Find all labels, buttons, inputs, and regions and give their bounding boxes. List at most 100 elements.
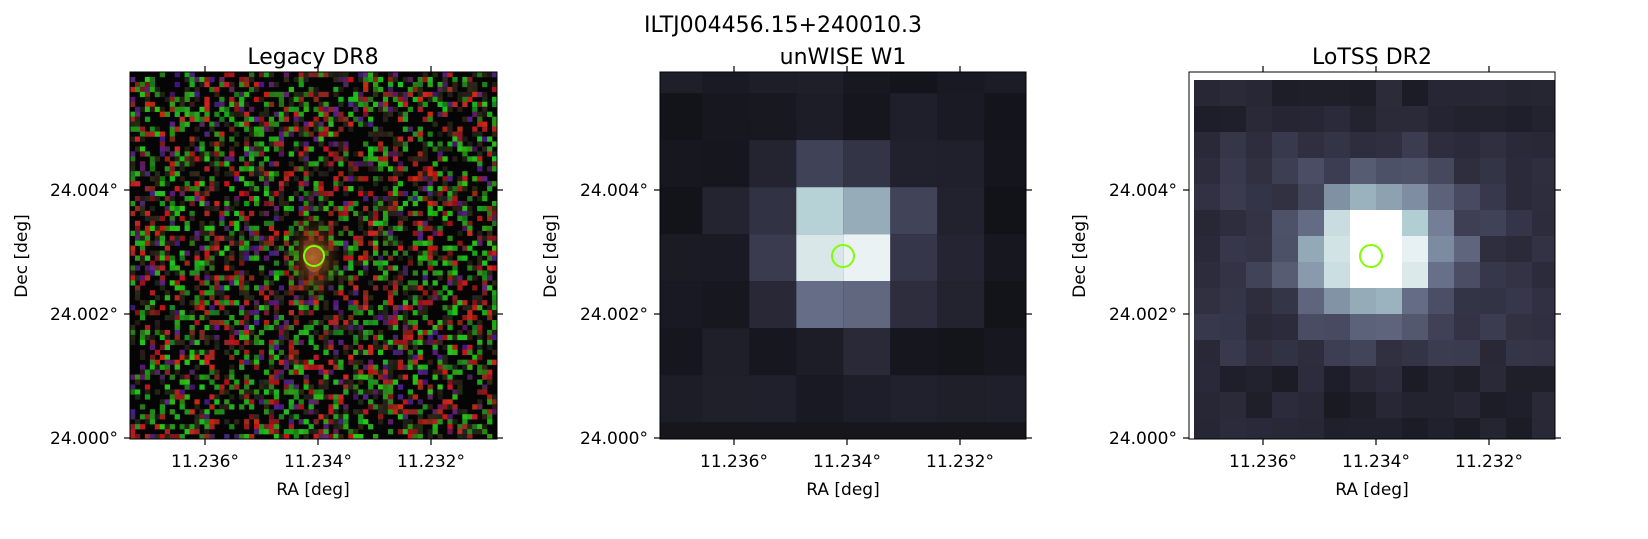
noise-pixel — [244, 270, 250, 276]
noise-pixel — [199, 81, 205, 88]
noise-pixel — [293, 315, 299, 321]
noise-pixel — [149, 195, 156, 202]
noise-pixel — [358, 101, 364, 108]
noise-pixel — [249, 156, 255, 162]
noise-pixel — [373, 394, 379, 400]
image-pixel — [1350, 314, 1376, 340]
noise-pixel — [219, 389, 225, 395]
noise-pixel — [308, 195, 314, 202]
noise-pixel — [432, 121, 438, 127]
noise-pixel — [427, 141, 433, 147]
noise-pixel — [382, 315, 389, 321]
noise-pixel — [358, 220, 364, 227]
noise-pixel — [263, 181, 270, 187]
noise-pixel — [333, 116, 339, 122]
noise-pixel — [363, 111, 369, 117]
image-pixel — [1532, 262, 1555, 288]
noise-pixel — [244, 166, 250, 172]
noise-pixel — [268, 250, 275, 256]
source-marker — [303, 245, 325, 267]
noise-pixel — [199, 156, 205, 162]
noise-pixel — [149, 359, 156, 365]
noise-pixel — [417, 334, 423, 341]
image-pixel — [1402, 288, 1428, 314]
noise-pixel — [348, 354, 354, 360]
noise-pixel — [253, 389, 260, 395]
noise-pixel — [303, 329, 309, 336]
image-pixel — [1298, 314, 1324, 340]
image-pixel — [1194, 314, 1220, 340]
noise-pixel — [477, 344, 483, 351]
noise-pixel — [353, 384, 359, 390]
noise-pixel — [224, 161, 230, 167]
noise-pixel — [130, 116, 136, 122]
noise-pixel — [452, 131, 458, 137]
noise-pixel — [417, 101, 423, 108]
noise-pixel — [244, 200, 250, 207]
noise-pixel — [363, 419, 369, 425]
ytick-label: 24.004° — [50, 181, 118, 201]
noise-pixel — [249, 151, 255, 157]
noise-pixel — [492, 86, 498, 93]
noise-pixel — [318, 126, 324, 132]
noise-pixel — [144, 151, 151, 157]
noise-pixel — [487, 215, 493, 222]
noise-pixel — [209, 260, 215, 266]
noise-pixel — [397, 374, 404, 380]
noise-pixel — [234, 91, 240, 98]
noise-pixel — [130, 121, 136, 127]
noise-pixel — [318, 141, 324, 147]
noise-pixel — [368, 280, 374, 286]
noise-pixel — [492, 280, 498, 286]
image-pixel — [1324, 262, 1350, 288]
image-pixel — [1272, 132, 1298, 158]
noise-pixel — [348, 280, 354, 286]
noise-pixel — [249, 275, 255, 281]
noise-pixel — [204, 76, 210, 83]
noise-pixel — [189, 334, 195, 341]
noise-pixel — [149, 126, 156, 132]
noise-pixel — [273, 275, 280, 281]
noise-pixel — [244, 324, 250, 331]
image-pixel — [1480, 80, 1506, 106]
noise-pixel — [214, 205, 220, 212]
image-pixel — [843, 187, 891, 235]
noise-pixel — [437, 359, 443, 365]
image-pixel — [1532, 132, 1555, 158]
noise-pixel — [457, 136, 463, 142]
noise-pixel — [387, 394, 394, 400]
noise-pixel — [427, 334, 433, 341]
noise-pixel — [219, 136, 225, 142]
image-pixel — [1324, 210, 1350, 236]
noise-pixel — [209, 205, 215, 212]
noise-pixel — [313, 116, 319, 122]
noise-pixel — [492, 235, 498, 241]
noise-pixel — [174, 171, 180, 177]
noise-pixel — [482, 429, 488, 435]
noise-pixel — [293, 76, 299, 83]
noise-pixel — [144, 384, 151, 390]
noise-pixel — [333, 414, 339, 420]
noise-pixel — [407, 285, 413, 291]
noise-pixel — [253, 250, 260, 256]
noise-pixel — [358, 399, 364, 405]
noise-pixel — [263, 186, 270, 192]
noise-pixel — [437, 195, 443, 202]
noise-pixel — [189, 424, 195, 430]
image-pixel — [1350, 184, 1376, 210]
noise-pixel — [412, 409, 418, 415]
noise-pixel — [353, 101, 359, 108]
image-pixel — [843, 375, 891, 423]
noise-pixel — [353, 409, 359, 415]
noise-pixel — [164, 245, 170, 251]
noise-pixel — [278, 146, 285, 152]
noise-pixel — [244, 240, 250, 246]
noise-pixel — [174, 225, 180, 231]
noise-pixel — [154, 106, 161, 112]
noise-pixel — [224, 339, 230, 346]
noise-pixel — [328, 404, 334, 410]
noise-pixel — [492, 319, 498, 326]
noise-pixel — [130, 161, 136, 167]
noise-pixel — [363, 72, 369, 78]
noise-pixel — [462, 349, 468, 355]
